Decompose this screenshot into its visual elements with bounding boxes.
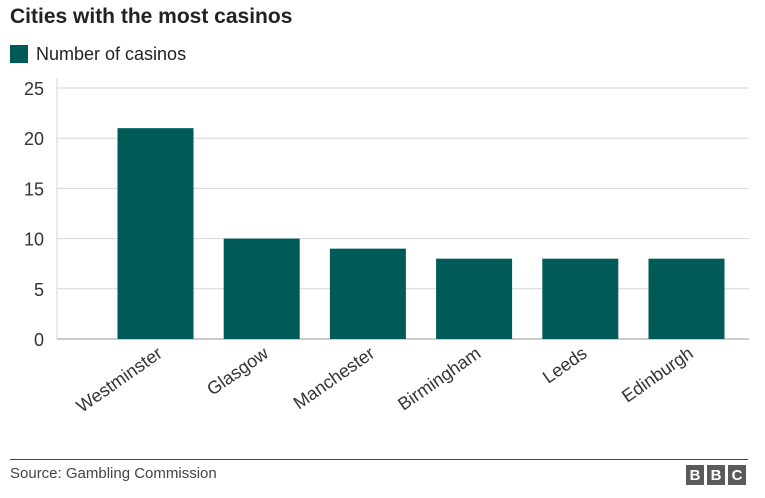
bar xyxy=(329,248,406,339)
legend-label: Number of casinos xyxy=(36,43,187,64)
x-tick-label: Edinburgh xyxy=(618,343,697,406)
bar xyxy=(223,238,300,339)
bar xyxy=(436,258,513,339)
x-tick-label: Leeds xyxy=(539,343,591,388)
legend: Number of casinos xyxy=(10,44,186,64)
chart-title: Cities with the most casinos xyxy=(10,5,293,28)
y-tick-label: 0 xyxy=(34,330,44,350)
x-tick-label: Westminster xyxy=(73,343,166,417)
bar xyxy=(117,128,194,339)
y-tick-label: 10 xyxy=(24,230,44,250)
y-tick-label: 20 xyxy=(24,129,44,149)
x-tick-label: Glasgow xyxy=(203,342,273,399)
y-tick-label: 15 xyxy=(24,179,44,199)
bbc-logo-letter: B xyxy=(707,465,725,485)
x-tick-label: Birmingham xyxy=(394,343,484,414)
bbc-logo-letter: B xyxy=(686,465,704,485)
y-tick-label: 25 xyxy=(24,79,44,99)
legend-swatch xyxy=(10,45,28,63)
bbc-logo-letter: C xyxy=(728,465,746,485)
bbc-logo: B B C xyxy=(686,465,749,485)
x-tick-label: Manchester xyxy=(290,343,379,413)
source-note: Source: Gambling Commission xyxy=(10,465,217,482)
bar xyxy=(542,258,619,339)
y-tick-label: 5 xyxy=(34,280,44,300)
bar xyxy=(648,258,725,339)
footer-divider xyxy=(10,459,748,460)
